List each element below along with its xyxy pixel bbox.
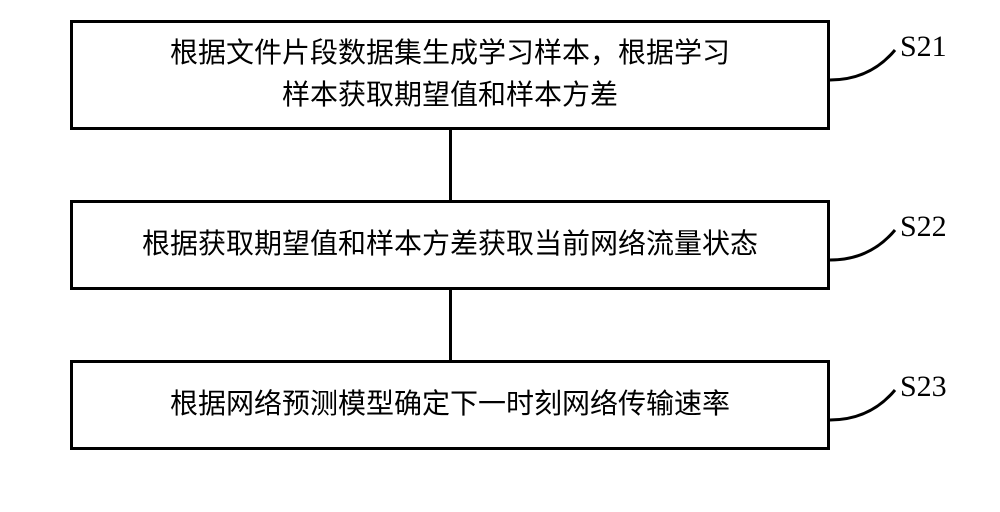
- leader-3: [0, 0, 1000, 512]
- flowchart-canvas: 根据文件片段数据集生成学习样本，根据学习 样本获取期望值和样本方差 根据获取期望…: [0, 0, 1000, 512]
